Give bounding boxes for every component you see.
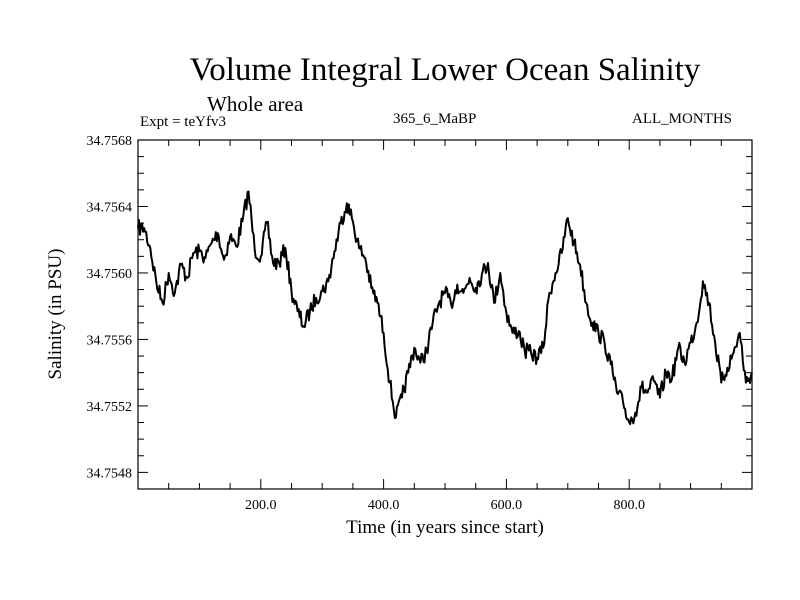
plot-frame (137, 139, 753, 490)
y-tick-label: 34.7564 (87, 200, 133, 215)
series-line-salinity (137, 190, 753, 426)
x-tick-label: 200.0 (245, 498, 277, 513)
months-label: ALL_MONTHS (632, 111, 732, 127)
chart-title: Volume Integral Lower Ocean Salinity (189, 52, 701, 88)
y-tick-label: 34.7548 (87, 466, 133, 481)
experiment-label: Expt = teYfv3 (140, 114, 226, 130)
run-label: 365_6_MaBP (393, 111, 477, 127)
x-tick-label: 800.0 (613, 498, 645, 513)
y-tick-label: 34.7552 (87, 400, 133, 415)
chart-subtitle: Whole area (207, 92, 304, 116)
x-tick-label: 400.0 (368, 498, 400, 513)
tick-labels: 200.0 400.0 600.0 800.0 34.7548 34.7552 34.755… (87, 134, 645, 513)
y-tick-label: 34.7568 (87, 134, 133, 149)
y-tick-label: 34.7560 (87, 267, 133, 282)
y-tick-label: 34.7556 (87, 333, 133, 348)
x-axis-label: Time (in years since start) (346, 517, 544, 538)
x-tick-label: 600.0 (491, 498, 523, 513)
axis-ticks (138, 139, 752, 489)
